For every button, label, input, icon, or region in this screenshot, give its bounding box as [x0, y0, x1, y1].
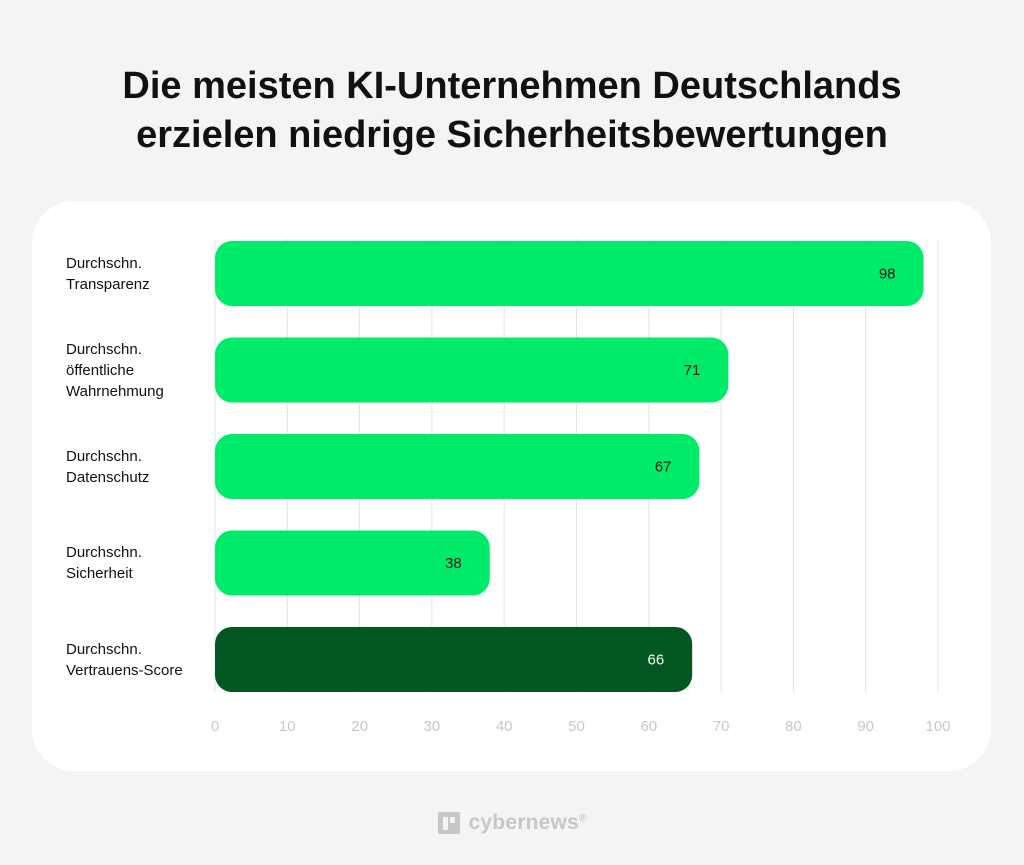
chart-card: 0 10 20 30 40 50 60 70 80 90 100 98 71 67 38 66 Durchsc…	[32, 201, 991, 771]
cybernews-logo-icon	[437, 812, 460, 834]
footer: cybernews®	[0, 808, 1024, 838]
category-label-line: Durchschn.	[66, 254, 142, 272]
bar-value-label: 98	[879, 266, 896, 283]
category-label-line: Durchschn.	[66, 544, 142, 561]
x-tick-label: 100	[925, 718, 950, 735]
category-label-line: Wahrnehmung	[66, 382, 164, 400]
x-tick-label: 40	[496, 718, 513, 735]
category-label: Durchschn. Sicherheit	[66, 542, 142, 584]
category-label: Durchschn. Vertrauens-Score	[66, 639, 183, 681]
chart-title: Die meisten KI-Unternehmen Deutschlands …	[0, 62, 1024, 160]
bar-value-label: 66	[647, 652, 664, 669]
bar-value-label: 38	[445, 555, 462, 572]
bar	[215, 627, 693, 692]
x-tick-label: 60	[640, 718, 657, 735]
category-label-line: öffentliche	[66, 361, 135, 379]
registered-mark: ®	[578, 813, 587, 824]
x-tick-label: 10	[279, 718, 296, 735]
x-tick-label: 30	[424, 718, 441, 735]
x-tick-label: 70	[713, 718, 730, 735]
category-label-line: Vertrauens-Score	[66, 661, 183, 679]
category-label: Durchschn. Datenschutz	[66, 446, 149, 488]
category-label: Durchschn. Transparenz	[66, 253, 150, 295]
bar	[215, 434, 700, 499]
bar	[215, 241, 924, 306]
category-label-line: Durchschn.	[66, 447, 142, 465]
brand-label: cybernews	[468, 811, 579, 834]
bar	[215, 530, 490, 596]
category-label: Durchschn. öffentliche Wahrnehmung	[66, 339, 164, 402]
category-label-line: Durchschn.	[66, 340, 142, 358]
x-tick-label: 20	[351, 718, 368, 735]
x-tick-label: 80	[785, 718, 802, 735]
bar-value-label: 71	[684, 362, 701, 379]
brand-name: cybernews®	[469, 811, 587, 835]
category-label-line: Durchschn.	[66, 640, 142, 658]
category-label-line: Datenschutz	[66, 468, 150, 486]
bar-chart: 0 10 20 30 40 50 60 70 80 90 100 98 71 67 38 66	[211, 239, 951, 735]
chart-title-line-1: Die meisten KI-Unternehmen Deutschlands	[122, 65, 902, 107]
chart-title-line-2: erzielen niedrige Sicherheitsbewertungen	[136, 114, 888, 156]
bar	[215, 337, 729, 403]
category-label-line: Sicherheit	[66, 565, 133, 582]
x-tick-label: 50	[568, 718, 585, 735]
bar-value-label: 67	[655, 459, 672, 476]
x-tick-label: 0	[211, 718, 219, 735]
x-tick-label: 90	[857, 718, 874, 735]
category-label-line: Transparenz	[66, 275, 150, 293]
